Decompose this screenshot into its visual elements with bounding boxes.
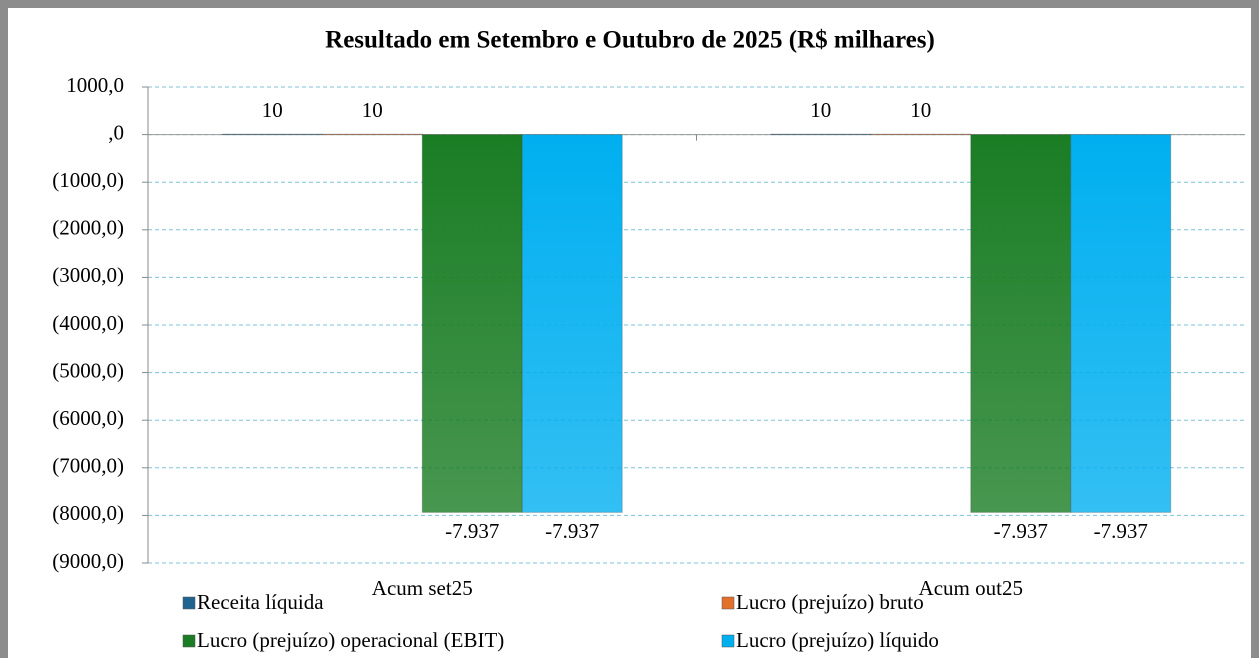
x-tick-label: Acum out25 <box>919 576 1023 600</box>
legend-label: Lucro (prejuízo) líquido <box>736 628 939 652</box>
bar <box>970 134 1072 513</box>
y-tick-label: (1000,0) <box>52 168 124 192</box>
value-label: 10 <box>362 98 383 122</box>
y-tick-label: 1000,0 <box>66 73 124 97</box>
bar <box>421 134 523 513</box>
value-label: 10 <box>810 98 831 122</box>
value-label: 10 <box>262 98 283 122</box>
y-tick-label: ,0 <box>108 120 124 144</box>
value-label: -7.937 <box>1094 519 1148 543</box>
y-tick-label: (4000,0) <box>52 311 124 335</box>
y-tick-label: (8000,0) <box>52 501 124 525</box>
x-tick-label: Acum set25 <box>372 576 473 600</box>
legend-swatch <box>182 596 196 610</box>
y-tick-label: (3000,0) <box>52 263 124 287</box>
legend-swatch <box>182 634 196 648</box>
legend-label: Lucro (prejuízo) operacional (EBIT) <box>197 628 504 652</box>
bar <box>521 134 623 513</box>
y-tick-label: (6000,0) <box>52 406 124 430</box>
value-label: 10 <box>910 98 931 122</box>
chart-title: Resultado em Setembro e Outubro de 2025 … <box>325 27 935 54</box>
y-tick-label: (2000,0) <box>52 216 124 240</box>
y-tick-label: (5000,0) <box>52 358 124 382</box>
y-tick-label: (9000,0) <box>52 549 124 573</box>
y-tick-label: (7000,0) <box>52 454 124 478</box>
legend-label: Lucro (prejuízo) bruto <box>736 590 924 614</box>
value-label: -7.937 <box>545 519 599 543</box>
legend-swatch <box>721 596 735 610</box>
bar <box>1070 134 1172 513</box>
value-label: -7.937 <box>445 519 499 543</box>
legend-label: Receita líquida <box>197 590 324 614</box>
value-label: -7.937 <box>994 519 1048 543</box>
legend-swatch <box>721 634 735 648</box>
